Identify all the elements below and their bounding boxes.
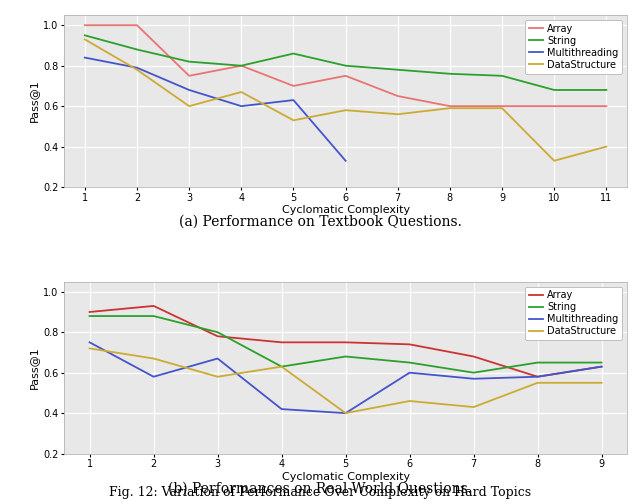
String (602, 87, 610, 93)
Array (342, 339, 349, 345)
Multithreading (290, 97, 298, 103)
Array (550, 103, 558, 109)
DataStructure (214, 373, 221, 380)
DataStructure (290, 117, 298, 123)
Array (534, 373, 541, 380)
DataStructure (394, 111, 401, 117)
DataStructure (342, 107, 349, 113)
String (278, 363, 285, 369)
String (150, 313, 157, 319)
DataStructure (598, 380, 605, 386)
Array (290, 83, 298, 89)
Array (470, 353, 477, 359)
Text: (b) Performances on Real-World Questions.: (b) Performances on Real-World Questions… (168, 481, 472, 495)
Legend: Array, String, Multithreading, DataStructure: Array, String, Multithreading, DataStruc… (525, 20, 622, 74)
Array (602, 103, 610, 109)
Multithreading (534, 373, 541, 380)
Array (342, 73, 349, 79)
Array (278, 339, 285, 345)
Multithreading (81, 54, 89, 60)
X-axis label: Cyclomatic Complexity: Cyclomatic Complexity (282, 206, 410, 215)
Array (498, 103, 506, 109)
DataStructure (278, 363, 285, 369)
Array (186, 73, 193, 79)
DataStructure (534, 380, 541, 386)
Array (446, 103, 454, 109)
Line: Array: Array (90, 306, 602, 376)
Multithreading (237, 103, 245, 109)
String (237, 62, 245, 69)
Array (86, 309, 93, 315)
DataStructure (602, 144, 610, 150)
Array (81, 22, 89, 28)
String (406, 359, 413, 365)
Text: (a) Performance on Textbook Questions.: (a) Performance on Textbook Questions. (179, 215, 461, 229)
Line: Multithreading: Multithreading (85, 57, 346, 161)
DataStructure (86, 345, 93, 351)
String (394, 67, 401, 73)
Multithreading (86, 339, 93, 345)
Multithreading (150, 373, 157, 380)
String (342, 353, 349, 359)
String (214, 329, 221, 335)
Line: Array: Array (85, 25, 606, 106)
String (446, 71, 454, 77)
String (550, 87, 558, 93)
Array (598, 363, 605, 369)
X-axis label: Cyclomatic Complexity: Cyclomatic Complexity (282, 472, 410, 482)
String (133, 46, 141, 52)
Multithreading (406, 369, 413, 375)
Line: DataStructure: DataStructure (85, 39, 606, 161)
Line: Multithreading: Multithreading (90, 342, 602, 413)
Array (133, 22, 141, 28)
DataStructure (237, 89, 245, 95)
Multithreading (342, 158, 349, 164)
Legend: Array, String, Multithreading, DataStructure: Array, String, Multithreading, DataStruc… (525, 286, 622, 340)
String (186, 58, 193, 65)
DataStructure (81, 36, 89, 42)
String (290, 50, 298, 56)
Multithreading (214, 355, 221, 361)
DataStructure (342, 410, 349, 416)
String (470, 369, 477, 375)
DataStructure (498, 105, 506, 111)
Y-axis label: Pass@1: Pass@1 (29, 80, 39, 122)
Multithreading (598, 363, 605, 369)
Array (406, 341, 413, 347)
Line: DataStructure: DataStructure (90, 348, 602, 413)
Multithreading (133, 65, 141, 71)
Multithreading (342, 410, 349, 416)
Array (150, 303, 157, 309)
DataStructure (550, 158, 558, 164)
DataStructure (406, 398, 413, 404)
String (498, 73, 506, 79)
String (86, 313, 93, 319)
Multithreading (278, 406, 285, 412)
Array (214, 333, 221, 339)
String (598, 359, 605, 365)
String (534, 359, 541, 365)
DataStructure (186, 103, 193, 109)
Line: String: String (85, 35, 606, 90)
Text: Fig. 12: Variation of Performance Over Complexity on Hard Topics: Fig. 12: Variation of Performance Over C… (109, 486, 531, 499)
DataStructure (133, 67, 141, 73)
Line: String: String (90, 316, 602, 372)
Array (394, 93, 401, 99)
Multithreading (470, 375, 477, 382)
Multithreading (186, 87, 193, 93)
String (342, 62, 349, 69)
Array (237, 62, 245, 69)
DataStructure (470, 404, 477, 410)
DataStructure (446, 105, 454, 111)
String (81, 32, 89, 38)
Y-axis label: Pass@1: Pass@1 (29, 346, 39, 389)
DataStructure (150, 355, 157, 361)
